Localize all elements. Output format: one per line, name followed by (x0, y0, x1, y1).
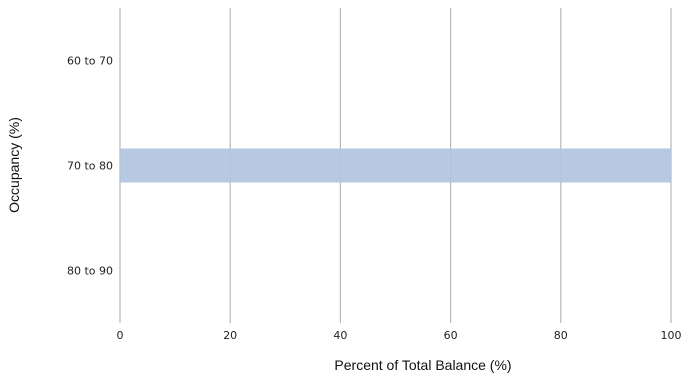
y-tick-label: 60 to 70 (67, 55, 113, 68)
x-tick-label: 20 (223, 329, 237, 342)
x-tick-label: 60 (444, 329, 458, 342)
y-tick-labels: 60 to 70 70 to 80 80 to 90 (67, 55, 113, 278)
y-tick-label: 70 to 80 (67, 160, 113, 173)
x-tick-label: 40 (333, 329, 347, 342)
y-tick-label: 80 to 90 (67, 265, 113, 278)
x-tick-labels: 0 20 40 60 80 100 (117, 329, 682, 342)
x-tick-label: 80 (554, 329, 568, 342)
x-axis-title: Percent of Total Balance (%) (334, 357, 511, 373)
bar-1 (120, 148, 671, 183)
y-axis-title: Occupancy (%) (6, 117, 22, 213)
x-tick-label: 100 (661, 329, 682, 342)
bars (120, 148, 671, 183)
x-tick-label: 0 (117, 329, 124, 342)
